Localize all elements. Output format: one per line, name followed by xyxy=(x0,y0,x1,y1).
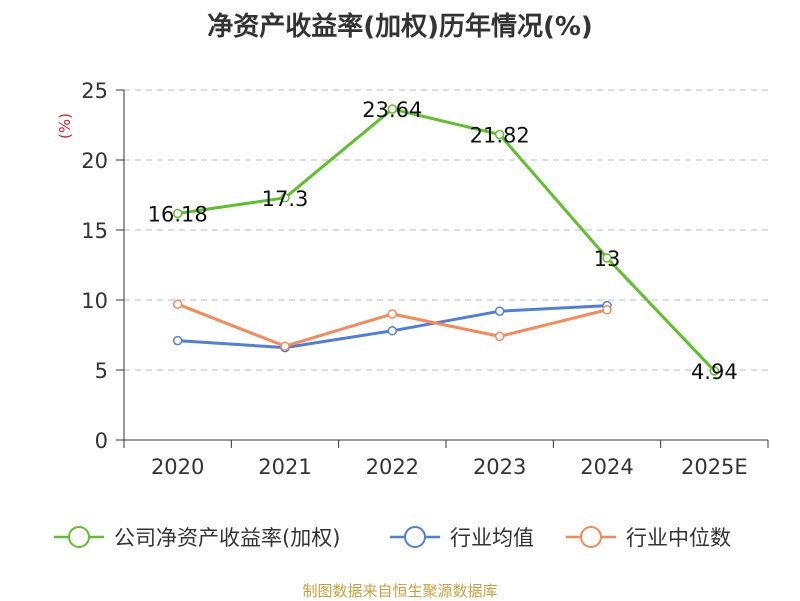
data-point xyxy=(172,335,183,346)
data-point xyxy=(602,253,612,263)
data-point xyxy=(172,299,183,309)
y-tick-label: 5 xyxy=(95,359,108,383)
legend-marker xyxy=(68,526,90,548)
legend-label: 行业中位数 xyxy=(626,526,731,550)
x-tick-label: 2022 xyxy=(366,455,419,479)
data-label: 21.82 xyxy=(470,124,530,148)
x-tick-label: 2023 xyxy=(473,455,526,479)
y-tick-label: 15 xyxy=(81,219,108,243)
data-point xyxy=(280,193,290,203)
data-point xyxy=(494,129,505,140)
y-tick-label: 0 xyxy=(95,429,108,453)
legend-label: 行业均值 xyxy=(450,526,534,550)
data-point xyxy=(494,331,505,342)
y-tick-label: 10 xyxy=(81,289,108,313)
chart-title: 净资产收益率(加权)历年情况(%) xyxy=(207,12,593,42)
series-group xyxy=(172,104,720,376)
data-label: 13 xyxy=(594,247,621,271)
data-label: 17.3 xyxy=(262,187,309,211)
data-label: 16.18 xyxy=(148,202,208,226)
data-label: 23.64 xyxy=(362,98,422,122)
x-tick-label: 2020 xyxy=(151,455,204,479)
source-note: 制图数据来自恒生聚源数据库 xyxy=(302,582,498,600)
data-label: 4.94 xyxy=(691,360,738,384)
grid-lines xyxy=(124,89,768,371)
legend-item: 公司净资产收益率(加权) xyxy=(54,526,340,550)
data-point xyxy=(387,309,398,319)
legend-marker xyxy=(580,526,602,548)
data-labels: 16.18 17.3 23.64 21.82 13 4.94 xyxy=(148,98,738,384)
y-axis-label: (%) xyxy=(56,113,74,139)
x-tick-label: 2024 xyxy=(580,455,633,479)
x-tick-label: 2021 xyxy=(258,455,311,479)
series-line-0 xyxy=(177,107,716,372)
legend: 公司净资产收益率(加权) 行业均值 行业中位数 xyxy=(54,526,731,550)
data-point xyxy=(494,306,505,316)
legend-item: 行业中位数 xyxy=(566,526,731,550)
data-point xyxy=(172,208,183,219)
y-tick-label: 20 xyxy=(81,149,108,173)
legend-item: 行业均值 xyxy=(390,526,534,550)
data-point xyxy=(602,305,612,315)
data-point xyxy=(387,104,398,114)
y-tick-label: 25 xyxy=(81,79,108,103)
axes: 0 5 10 15 20 25 (%) 2020 2021 2022 2023 2024 2025E xyxy=(56,79,769,479)
data-point xyxy=(709,366,720,376)
x-tick-label: 2025E xyxy=(681,455,748,479)
data-point xyxy=(387,326,398,336)
data-point xyxy=(280,341,290,351)
legend-marker xyxy=(404,526,426,548)
legend-label: 公司净资产收益率(加权) xyxy=(114,526,340,550)
